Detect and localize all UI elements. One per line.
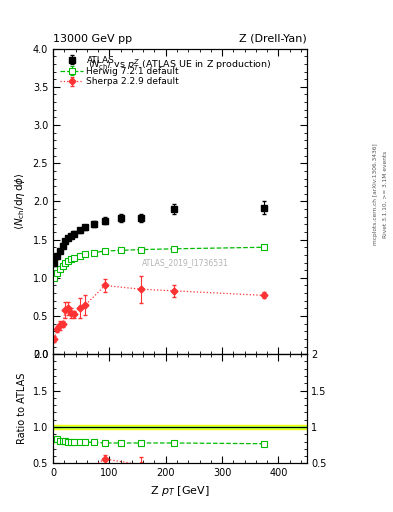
Bar xyxy=(53,426,307,428)
Legend: ATLAS, Herwig 7.2.1 default, Sherpa 2.2.9 default: ATLAS, Herwig 7.2.1 default, Sherpa 2.2.… xyxy=(57,53,182,89)
Text: Z (Drell-Yan): Z (Drell-Yan) xyxy=(239,33,307,44)
Text: Rivet 3.1.10, >= 3.1M events: Rivet 3.1.10, >= 3.1M events xyxy=(383,151,387,238)
Text: mcplots.cern.ch [arXiv:1306.3436]: mcplots.cern.ch [arXiv:1306.3436] xyxy=(373,144,378,245)
Text: 13000 GeV pp: 13000 GeV pp xyxy=(53,33,132,44)
Y-axis label: Ratio to ATLAS: Ratio to ATLAS xyxy=(17,373,27,444)
Text: ATLAS_2019_I1736531: ATLAS_2019_I1736531 xyxy=(141,258,228,267)
Bar xyxy=(53,425,307,429)
Text: $\langle N_{\rm ch}\rangle$ vs $p_T^Z$ (ATLAS UE in Z production): $\langle N_{\rm ch}\rangle$ vs $p_T^Z$ (… xyxy=(88,58,272,73)
X-axis label: Z $p_T$ [GeV]: Z $p_T$ [GeV] xyxy=(150,484,209,498)
Y-axis label: $\langle N_{\rm ch}/{\rm d}\eta\,{\rm d}\phi\rangle$: $\langle N_{\rm ch}/{\rm d}\eta\,{\rm d}… xyxy=(13,173,27,230)
